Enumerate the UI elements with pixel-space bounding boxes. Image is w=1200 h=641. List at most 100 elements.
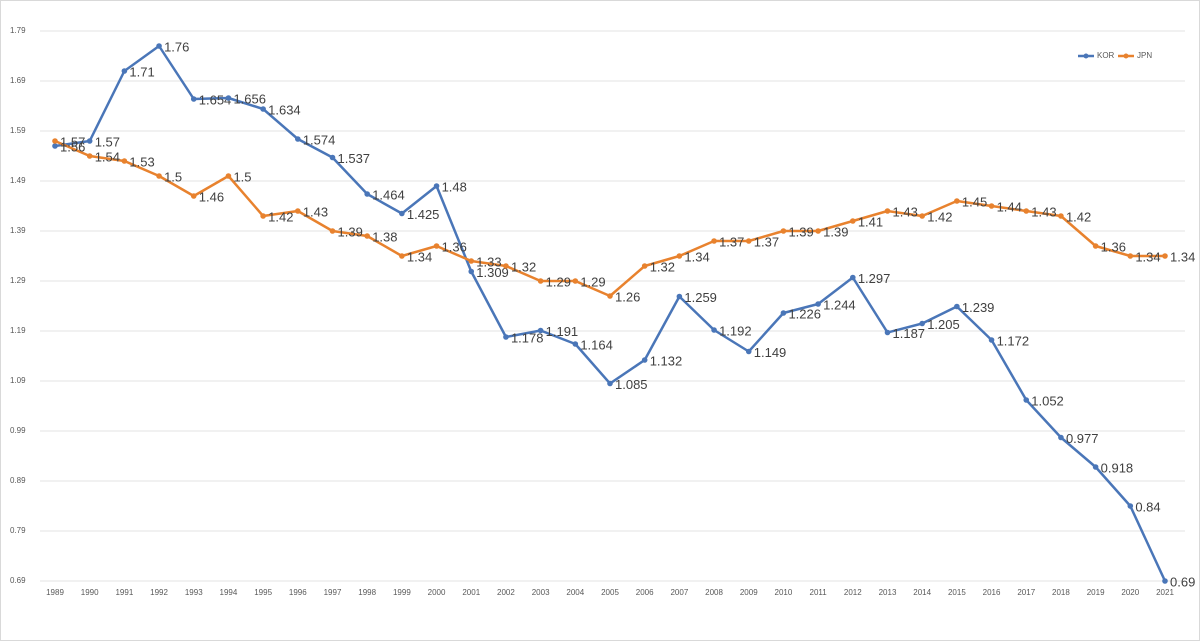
data-point bbox=[86, 153, 93, 159]
data-label: 1.226 bbox=[788, 306, 821, 321]
x-tick-label: 2010 bbox=[775, 588, 793, 597]
data-point bbox=[329, 228, 336, 234]
data-point bbox=[52, 138, 58, 144]
y-tick-label: 1.39 bbox=[10, 226, 26, 235]
x-tick-label: 1990 bbox=[81, 588, 99, 597]
data-point bbox=[815, 228, 821, 234]
data-point bbox=[1092, 243, 1099, 249]
y-tick-label: 1.79 bbox=[10, 26, 26, 35]
data-point bbox=[676, 253, 683, 259]
data-label: 1.5 bbox=[164, 169, 182, 184]
data-point bbox=[295, 208, 301, 214]
data-label: 1.239 bbox=[962, 300, 995, 315]
y-tick-label: 0.69 bbox=[10, 576, 26, 585]
data-point bbox=[745, 348, 752, 355]
data-point bbox=[641, 357, 648, 363]
data-label: 1.205 bbox=[927, 317, 960, 332]
data-point bbox=[919, 213, 925, 219]
x-tick-label: 2001 bbox=[462, 588, 480, 597]
y-tick-label: 1.69 bbox=[10, 76, 26, 85]
data-point bbox=[1127, 253, 1134, 259]
data-point bbox=[225, 95, 232, 101]
data-label: 1.297 bbox=[858, 271, 891, 286]
x-tick-label: 2017 bbox=[1017, 588, 1035, 597]
data-label: 1.164 bbox=[580, 337, 613, 352]
data-point bbox=[641, 263, 648, 269]
data-point bbox=[711, 238, 717, 244]
data-label: 1.39 bbox=[338, 224, 363, 239]
data-point bbox=[225, 173, 232, 179]
legend-label: JPN bbox=[1137, 51, 1152, 60]
y-tick-label: 0.79 bbox=[10, 526, 26, 535]
data-label: 1.172 bbox=[997, 333, 1030, 348]
data-label: 1.464 bbox=[372, 187, 405, 202]
data-label: 1.178 bbox=[511, 330, 544, 345]
x-tick-label: 1991 bbox=[115, 588, 133, 597]
x-tick-label: 1995 bbox=[254, 588, 272, 597]
data-label: 1.39 bbox=[823, 224, 848, 239]
data-point bbox=[745, 238, 752, 244]
data-point bbox=[364, 233, 370, 239]
x-tick-label: 2002 bbox=[497, 588, 515, 597]
data-label: 1.76 bbox=[164, 39, 189, 54]
data-point bbox=[572, 278, 579, 284]
y-tick-label: 0.89 bbox=[10, 476, 26, 485]
data-point bbox=[121, 68, 128, 74]
x-tick-label: 2018 bbox=[1052, 588, 1070, 597]
data-point bbox=[1023, 208, 1030, 214]
data-label: 1.38 bbox=[372, 229, 397, 244]
data-label: 1.34 bbox=[684, 249, 709, 264]
data-point bbox=[884, 208, 891, 214]
x-tick-label: 1998 bbox=[358, 588, 376, 597]
data-point bbox=[295, 136, 301, 142]
data-point bbox=[433, 183, 440, 189]
data-label: 1.41 bbox=[858, 214, 883, 229]
data-label: 1.42 bbox=[1066, 209, 1091, 224]
data-label: 1.56 bbox=[60, 139, 85, 154]
x-tick-label: 2014 bbox=[913, 588, 931, 597]
data-label: 1.37 bbox=[719, 234, 744, 249]
data-point bbox=[190, 193, 197, 199]
data-point bbox=[156, 173, 162, 179]
x-tick-label: 2021 bbox=[1156, 588, 1174, 597]
data-point bbox=[433, 243, 440, 249]
y-tick-label: 1.49 bbox=[10, 176, 26, 185]
data-point bbox=[988, 337, 995, 343]
data-point bbox=[1058, 434, 1064, 441]
data-point bbox=[1162, 578, 1168, 584]
data-label: 1.656 bbox=[233, 91, 266, 106]
data-label: 1.33 bbox=[476, 254, 501, 269]
data-label: 1.309 bbox=[476, 265, 509, 280]
data-label: 1.36 bbox=[442, 239, 467, 254]
data-label: 1.187 bbox=[893, 326, 926, 341]
data-point bbox=[52, 143, 58, 149]
x-tick-label: 1992 bbox=[150, 588, 168, 597]
data-label: 1.32 bbox=[650, 259, 675, 274]
data-point bbox=[815, 301, 821, 307]
data-label: 1.052 bbox=[1031, 393, 1064, 408]
data-label: 1.425 bbox=[407, 207, 440, 222]
y-tick-label: 1.19 bbox=[10, 326, 26, 335]
data-point bbox=[988, 203, 995, 209]
data-label: 1.191 bbox=[546, 324, 579, 339]
data-point bbox=[537, 278, 544, 284]
x-tick-label: 1994 bbox=[220, 588, 238, 597]
data-label: 1.5 bbox=[233, 169, 251, 184]
data-point bbox=[1162, 253, 1168, 259]
data-label: 1.34 bbox=[1170, 249, 1195, 264]
data-label: 1.132 bbox=[650, 353, 683, 368]
x-tick-label: 1993 bbox=[185, 588, 203, 597]
data-label: 1.43 bbox=[303, 204, 328, 219]
data-label: 1.44 bbox=[997, 199, 1022, 214]
data-point bbox=[850, 218, 856, 224]
y-tick-label: 0.99 bbox=[10, 426, 26, 435]
data-point bbox=[780, 228, 787, 234]
y-tick-label: 1.29 bbox=[10, 276, 26, 285]
data-label: 1.192 bbox=[719, 323, 752, 338]
x-tick-label: 2008 bbox=[705, 588, 723, 597]
data-point bbox=[607, 293, 613, 299]
data-point bbox=[468, 268, 475, 275]
data-point bbox=[121, 158, 128, 164]
data-label: 1.42 bbox=[268, 209, 293, 224]
